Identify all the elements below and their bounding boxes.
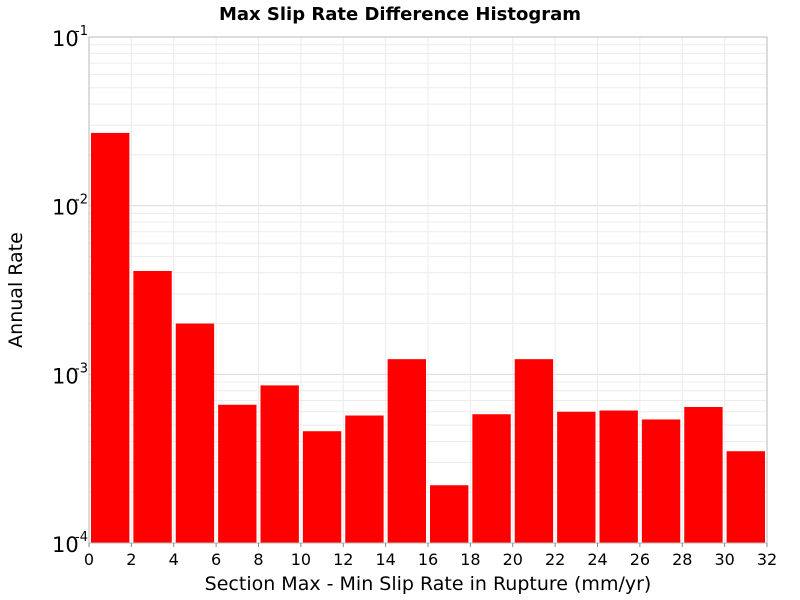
- x-tick-label: 22: [545, 550, 565, 569]
- histogram-bar: [260, 385, 299, 543]
- histogram-bar: [557, 411, 596, 543]
- y-tick-exponent: -1: [75, 24, 88, 39]
- x-tick-label: 10: [291, 550, 311, 569]
- histogram-bar: [218, 404, 257, 543]
- bars-layer: [91, 132, 765, 543]
- x-tick-label: 12: [333, 550, 353, 569]
- histogram-bar: [345, 415, 384, 543]
- histogram-bar: [599, 410, 638, 543]
- histogram-bar: [430, 485, 469, 543]
- y-axis-label: Annual Rate: [5, 232, 27, 348]
- x-tick-label: 28: [672, 550, 692, 569]
- y-tick-base: 10: [52, 27, 79, 51]
- histogram-bar: [387, 359, 426, 543]
- x-tick-label: 20: [503, 550, 523, 569]
- histogram-bar: [91, 132, 130, 543]
- y-tick-label: 10-3: [52, 361, 88, 388]
- y-tick-base: 10: [52, 364, 79, 388]
- histogram-bar: [175, 323, 215, 543]
- y-axis-ticks: 10-110-210-310-4: [52, 24, 88, 557]
- x-tick-label: 4: [169, 550, 179, 569]
- y-tick-exponent: -2: [75, 193, 88, 208]
- histogram-bar: [302, 431, 342, 543]
- x-axis-label: Section Max - Min Slip Rate in Rupture (…: [205, 573, 652, 595]
- y-tick-base: 10: [52, 533, 79, 557]
- y-tick-exponent: -4: [75, 530, 88, 545]
- y-tick-base: 10: [52, 196, 79, 220]
- x-tick-label: 8: [253, 550, 263, 569]
- x-tick-label: 32: [757, 550, 777, 569]
- histogram-bar: [472, 414, 511, 543]
- x-tick-label: 2: [126, 550, 136, 569]
- x-tick-label: 16: [418, 550, 438, 569]
- y-tick-exponent: -3: [75, 361, 88, 376]
- histogram-bar: [726, 451, 765, 543]
- y-tick-label: 10-2: [52, 193, 88, 220]
- x-tick-label: 6: [211, 550, 221, 569]
- histogram-bar: [684, 407, 723, 543]
- x-tick-label: 30: [714, 550, 734, 569]
- x-tick-label: 18: [460, 550, 480, 569]
- x-tick-label: 26: [630, 550, 650, 569]
- x-tick-label: 24: [587, 550, 607, 569]
- x-tick-label: 0: [84, 550, 94, 569]
- histogram-bar: [514, 359, 554, 543]
- chart-title: Max Slip Rate Difference Histogram: [219, 4, 581, 25]
- y-tick-label: 10-1: [52, 24, 88, 51]
- x-tick-label: 14: [375, 550, 395, 569]
- y-tick-label: 10-4: [52, 530, 88, 557]
- histogram-bar: [133, 270, 172, 543]
- histogram-bar: [641, 419, 681, 543]
- x-axis-ticks: 0 2 4 6 8 10 12 14 16 18 20 22 24 26 28 30 32: [84, 543, 777, 569]
